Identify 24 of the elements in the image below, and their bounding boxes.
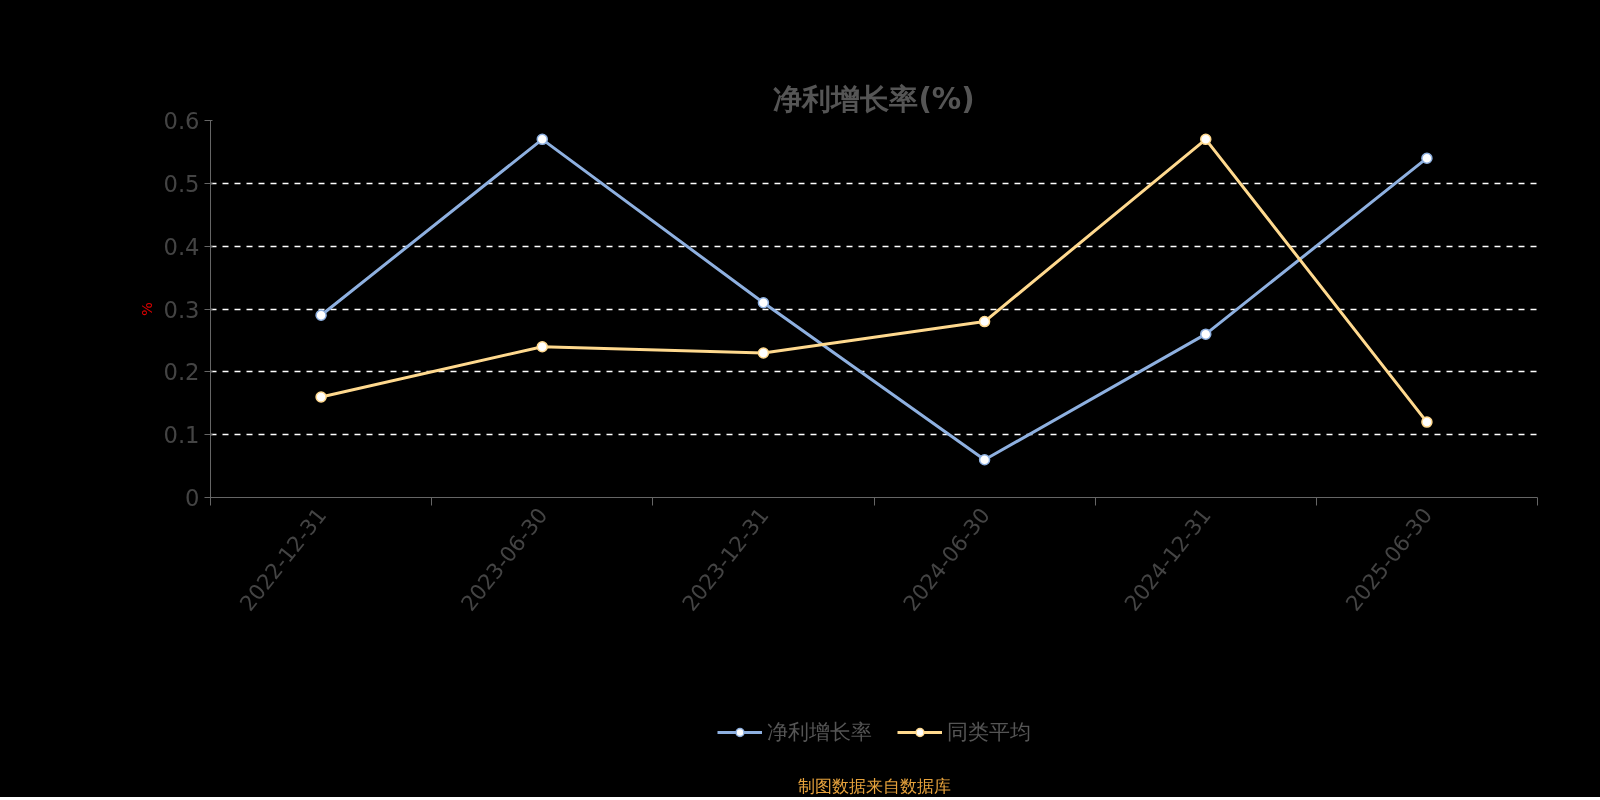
point <box>978 315 991 328</box>
point <box>536 340 548 353</box>
y-tick-label: 0.2 <box>163 359 200 386</box>
chart-title: 净利增长率(%) <box>773 81 975 116</box>
y-tick-label: 0.6 <box>163 108 200 134</box>
point <box>1200 328 1212 340</box>
point <box>315 309 327 322</box>
y-axis-title: % <box>138 301 156 316</box>
y-tick-label: 0.3 <box>163 296 200 323</box>
point <box>757 347 770 359</box>
legend-label: 净利增长率 <box>766 718 872 746</box>
point <box>978 454 991 466</box>
point <box>1421 416 1433 428</box>
point <box>536 133 548 146</box>
y-tick-label: 0 <box>185 485 200 511</box>
point <box>315 391 327 403</box>
text: 制图数据来自数据库 <box>797 775 951 796</box>
y-tick-label: 0.5 <box>163 170 200 197</box>
point <box>1421 152 1433 164</box>
y-tick-label: 0.1 <box>163 422 200 449</box>
y-tick-label: 0.4 <box>163 233 200 260</box>
legend-label: 同类平均 <box>946 718 1031 746</box>
point <box>1200 133 1212 146</box>
point <box>757 296 770 309</box>
